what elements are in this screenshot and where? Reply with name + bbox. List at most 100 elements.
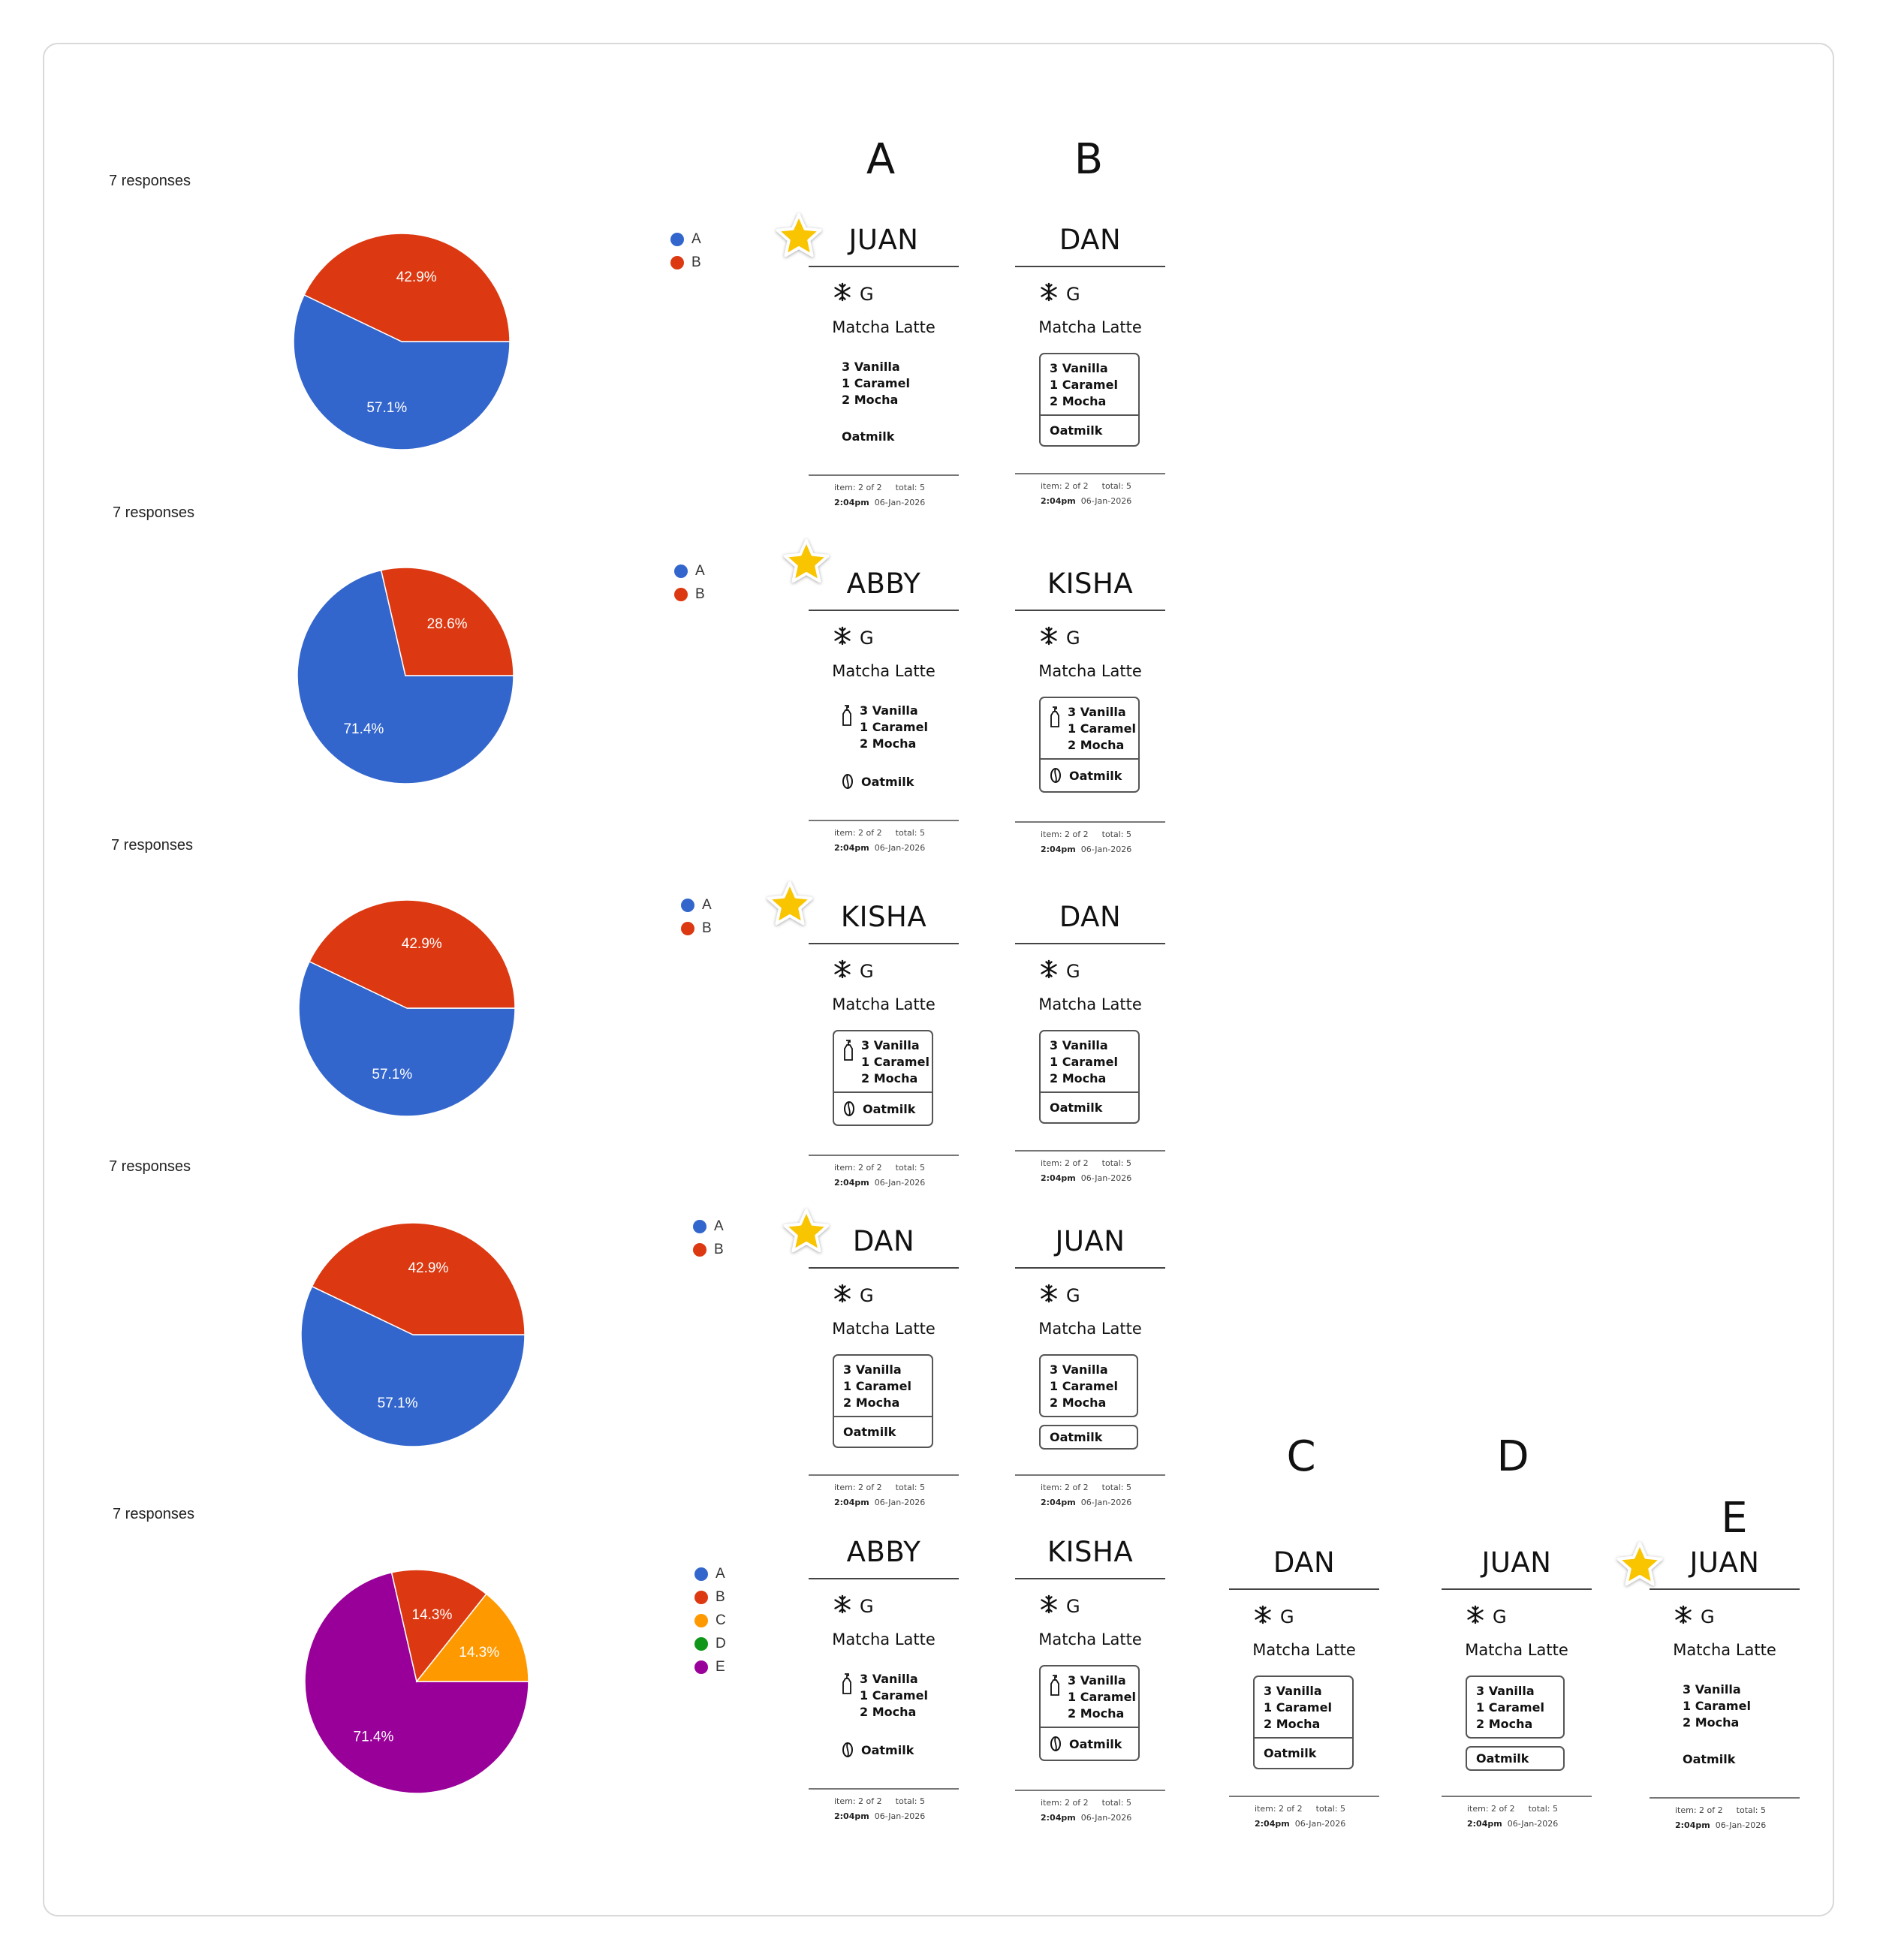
modifiers-box: 3 Vanilla 1 Caramel 2 Mocha Oatmilk bbox=[1674, 1675, 1771, 1774]
syrup-box: 3 Vanilla 1 Caramel 2 Mocha bbox=[1466, 1675, 1565, 1739]
pie-slice-b bbox=[303, 233, 511, 342]
order-ticket-dan: DAN G Matcha Latte 3 Vanilla 1 Caramel 2 M… bbox=[1015, 901, 1165, 1186]
temp-row: G bbox=[833, 959, 874, 983]
modifiers-box: 3 Vanilla 1 Caramel 2 Mocha Oatmilk bbox=[1039, 1354, 1138, 1450]
order-time: 2:04pm bbox=[834, 1498, 869, 1507]
syrup-line: 2 Mocha bbox=[1264, 1717, 1321, 1731]
syrup-line: 2 Mocha bbox=[861, 1071, 918, 1085]
legend-swatch bbox=[681, 921, 694, 935]
syrup-line: 3 Vanilla bbox=[843, 1362, 902, 1377]
ticket-meta: item: 2 of 2 total: 5 2:04pm 06-Jan-2026 bbox=[834, 1480, 925, 1510]
legend-swatch bbox=[694, 1613, 708, 1627]
modifiers-box: 3 Vanilla 1 Caramel 2 Mocha Oatmilk bbox=[1039, 353, 1140, 447]
temp-label: G bbox=[1066, 628, 1080, 649]
star-icon bbox=[783, 1209, 830, 1253]
item-count: item: 2 of 2 bbox=[1467, 1804, 1515, 1814]
pie-slice-b bbox=[390, 1569, 487, 1683]
pie-slice-b bbox=[311, 1222, 526, 1335]
temp-label: G bbox=[1280, 1606, 1294, 1627]
divider bbox=[809, 474, 959, 476]
legend-swatch bbox=[670, 232, 684, 246]
legend-item-a: A bbox=[694, 1562, 726, 1585]
legend-item-a: A bbox=[681, 893, 712, 917]
temp-label: G bbox=[860, 1285, 874, 1306]
responses-label-2: 7 responses bbox=[113, 504, 194, 521]
syrup-line: 2 Mocha bbox=[1068, 1706, 1125, 1721]
modifiers-box: 3 Vanilla 1 Caramel 2 Mocha Oatmilk bbox=[833, 353, 930, 451]
milk-row: Oatmilk bbox=[1041, 758, 1138, 791]
modifiers-box: 3 Vanilla 1 Caramel 2 Mocha Oatmilk bbox=[1253, 1675, 1354, 1769]
ticket-meta: item: 2 of 2 total: 5 2:04pm 06-Jan-2026 bbox=[1041, 1796, 1131, 1826]
total-count: total: 5 bbox=[1315, 1804, 1346, 1814]
pie-slice-a bbox=[297, 569, 514, 784]
pie-chart-3: 57.1% 42.9% bbox=[298, 899, 516, 1117]
order-date: 06-Jan-2026 bbox=[874, 1178, 926, 1188]
customer-name: DAN bbox=[1059, 901, 1122, 933]
order-date: 06-Jan-2026 bbox=[874, 843, 926, 853]
divider bbox=[1650, 1588, 1800, 1590]
temp-label: G bbox=[860, 284, 874, 305]
legend-item-a: A bbox=[670, 227, 701, 251]
modifiers-box: 3 Vanilla 1 Caramel 2 Mocha Oatmilk bbox=[833, 1030, 933, 1126]
pie-slice-label-b: 42.9% bbox=[402, 936, 442, 952]
temp-row: G bbox=[1039, 1284, 1080, 1308]
star-icon bbox=[783, 539, 830, 583]
pie-slice-a bbox=[293, 294, 511, 450]
syrup-list: 3 Vanilla 1 Caramel 2 Mocha bbox=[834, 1031, 932, 1091]
iced-icon bbox=[1039, 282, 1059, 306]
syrup-list: 3 Vanilla 1 Caramel 2 Mocha bbox=[833, 697, 930, 757]
milk-box: Oatmilk bbox=[1466, 1746, 1565, 1771]
syrup-bottle-icon bbox=[842, 1673, 851, 1694]
syrup-line: 3 Vanilla bbox=[860, 1672, 918, 1686]
iced-icon bbox=[1039, 959, 1059, 983]
pie-slice-a bbox=[300, 1285, 526, 1447]
syrup-line: 2 Mocha bbox=[860, 736, 917, 751]
divider bbox=[809, 1578, 959, 1579]
total-count: total: 5 bbox=[895, 483, 926, 492]
iced-icon bbox=[1039, 1284, 1059, 1308]
star-icon bbox=[767, 881, 813, 926]
customer-name: JUAN bbox=[1689, 1546, 1760, 1579]
iced-icon bbox=[1039, 1594, 1059, 1618]
syrup-line: 3 Vanilla bbox=[1050, 361, 1108, 375]
syrup-line: 1 Caramel bbox=[1683, 1699, 1751, 1713]
temp-row: G bbox=[1039, 959, 1080, 983]
milk-row: Oatmilk bbox=[1674, 1745, 1771, 1774]
syrup-list: 3 Vanilla 1 Caramel 2 Mocha bbox=[1041, 1666, 1138, 1727]
item-count: item: 2 of 2 bbox=[834, 1483, 882, 1492]
drink-name: Matcha Latte bbox=[832, 318, 935, 336]
temp-label: G bbox=[1701, 1606, 1715, 1627]
syrup-line: 1 Caramel bbox=[842, 376, 910, 390]
divider bbox=[1015, 610, 1165, 611]
divider bbox=[809, 1267, 959, 1269]
column-header-d: D bbox=[1496, 1432, 1529, 1481]
order-time: 2:04pm bbox=[1041, 496, 1076, 506]
item-count: item: 2 of 2 bbox=[1675, 1805, 1723, 1815]
item-count: item: 2 of 2 bbox=[1041, 1158, 1089, 1168]
pie-slice-label-a: 57.1% bbox=[366, 400, 407, 416]
customer-name: ABBY bbox=[846, 568, 921, 600]
order-date: 06-Jan-2026 bbox=[1294, 1819, 1346, 1829]
order-ticket-kisha: KISHA G Matcha Latte 3 Vanilla 1 Caramel 2… bbox=[1015, 1536, 1165, 1823]
pie-slice-label-b: 28.6% bbox=[427, 616, 468, 632]
syrup-line: 3 Vanilla bbox=[1683, 1682, 1741, 1697]
syrup-line: 1 Caramel bbox=[861, 1055, 929, 1069]
divider bbox=[1015, 1790, 1165, 1791]
column-header-c: C bbox=[1286, 1432, 1316, 1481]
milk-label: Oatmilk bbox=[1476, 1751, 1529, 1766]
legend-swatch bbox=[694, 1636, 708, 1651]
ticket-meta: item: 2 of 2 total: 5 2:04pm 06-Jan-2026 bbox=[1041, 1156, 1131, 1186]
drink-name: Matcha Latte bbox=[1038, 662, 1142, 680]
temp-label: G bbox=[1493, 1606, 1507, 1627]
pie-chart-5: 71.4% 14.3% 14.3% bbox=[304, 1569, 529, 1794]
divider bbox=[809, 1155, 959, 1156]
syrup-line: 3 Vanilla bbox=[1068, 705, 1126, 719]
milk-label: Oatmilk bbox=[1264, 1746, 1317, 1760]
legend-label: C bbox=[716, 1612, 726, 1628]
milk-row: Oatmilk bbox=[1041, 1727, 1138, 1760]
legend-label: B bbox=[691, 254, 701, 270]
item-count: item: 2 of 2 bbox=[834, 1163, 882, 1173]
order-time: 2:04pm bbox=[834, 843, 869, 853]
